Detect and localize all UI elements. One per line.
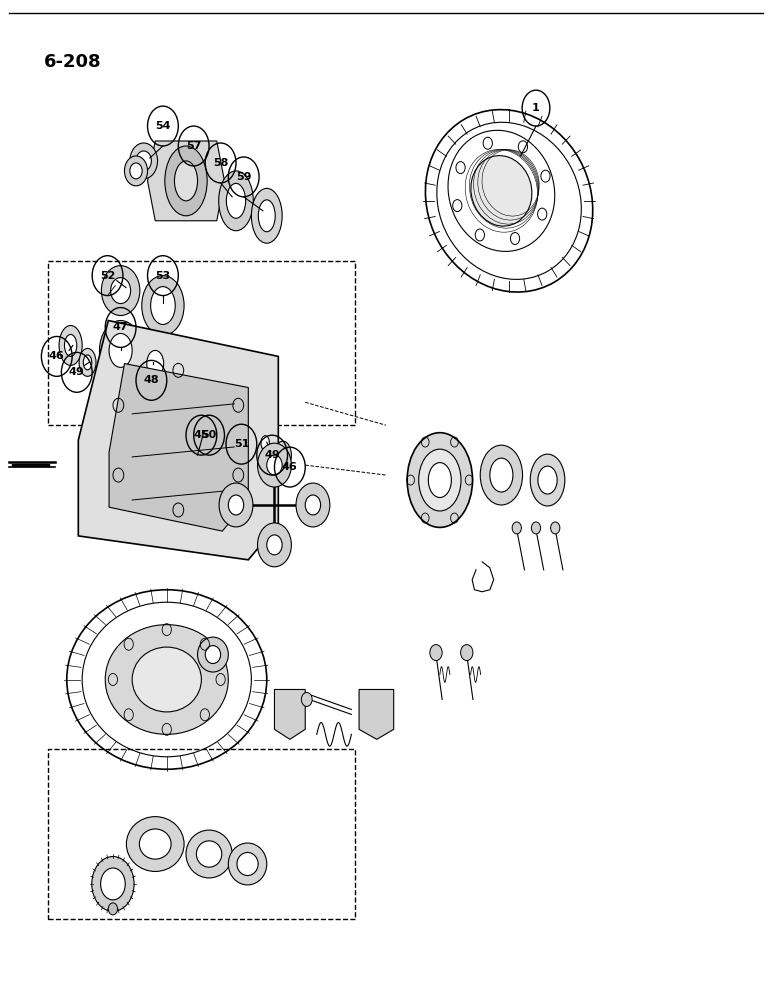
Text: 59: 59 bbox=[236, 172, 252, 182]
Ellipse shape bbox=[127, 817, 184, 871]
Ellipse shape bbox=[428, 463, 452, 498]
Ellipse shape bbox=[59, 325, 82, 365]
Text: 58: 58 bbox=[213, 158, 229, 168]
Ellipse shape bbox=[471, 156, 532, 226]
Circle shape bbox=[305, 495, 320, 515]
Circle shape bbox=[108, 903, 117, 915]
Bar bbox=[48, 261, 355, 425]
Ellipse shape bbox=[237, 852, 258, 876]
Circle shape bbox=[130, 163, 142, 179]
Circle shape bbox=[136, 151, 151, 171]
Ellipse shape bbox=[198, 637, 229, 672]
Ellipse shape bbox=[226, 183, 245, 218]
Circle shape bbox=[124, 156, 147, 186]
Ellipse shape bbox=[79, 348, 96, 376]
Ellipse shape bbox=[205, 646, 221, 664]
Circle shape bbox=[512, 522, 521, 534]
Ellipse shape bbox=[261, 436, 269, 451]
Ellipse shape bbox=[490, 458, 513, 492]
Polygon shape bbox=[78, 321, 279, 560]
Text: 47: 47 bbox=[113, 322, 128, 332]
Ellipse shape bbox=[140, 341, 171, 386]
Text: 54: 54 bbox=[155, 121, 171, 131]
Circle shape bbox=[130, 143, 157, 179]
Ellipse shape bbox=[151, 287, 175, 324]
Ellipse shape bbox=[105, 625, 229, 734]
Ellipse shape bbox=[200, 398, 231, 446]
Circle shape bbox=[430, 645, 442, 661]
Text: 1: 1 bbox=[532, 103, 540, 113]
Text: 46: 46 bbox=[282, 462, 298, 472]
Text: 49: 49 bbox=[264, 450, 280, 460]
Circle shape bbox=[267, 535, 282, 555]
Ellipse shape bbox=[100, 320, 142, 380]
Ellipse shape bbox=[407, 433, 472, 527]
Bar bbox=[48, 749, 355, 919]
Ellipse shape bbox=[92, 857, 134, 911]
Circle shape bbox=[301, 692, 312, 706]
Text: 50: 50 bbox=[201, 430, 217, 440]
Circle shape bbox=[296, 483, 330, 527]
Polygon shape bbox=[359, 689, 394, 739]
Text: 57: 57 bbox=[186, 141, 201, 151]
Ellipse shape bbox=[229, 413, 252, 451]
Ellipse shape bbox=[252, 188, 282, 243]
Ellipse shape bbox=[186, 830, 232, 878]
Circle shape bbox=[531, 522, 540, 534]
Ellipse shape bbox=[538, 466, 557, 494]
Ellipse shape bbox=[174, 161, 198, 201]
Text: 49: 49 bbox=[69, 367, 85, 377]
Text: 53: 53 bbox=[155, 271, 171, 281]
Ellipse shape bbox=[207, 408, 224, 436]
Ellipse shape bbox=[279, 448, 287, 462]
Ellipse shape bbox=[109, 333, 132, 367]
Ellipse shape bbox=[132, 647, 201, 712]
Ellipse shape bbox=[100, 868, 125, 900]
Ellipse shape bbox=[257, 429, 274, 457]
Text: 6-208: 6-208 bbox=[44, 53, 101, 71]
Polygon shape bbox=[109, 364, 249, 531]
Text: 51: 51 bbox=[234, 439, 249, 449]
Ellipse shape bbox=[259, 200, 276, 232]
Ellipse shape bbox=[147, 350, 164, 376]
Polygon shape bbox=[147, 141, 225, 221]
Circle shape bbox=[110, 278, 130, 304]
Ellipse shape bbox=[165, 146, 207, 216]
Circle shape bbox=[461, 645, 473, 661]
Circle shape bbox=[258, 443, 291, 487]
Circle shape bbox=[101, 266, 140, 316]
Ellipse shape bbox=[418, 449, 461, 511]
Ellipse shape bbox=[275, 441, 291, 469]
Ellipse shape bbox=[218, 171, 253, 231]
Ellipse shape bbox=[530, 454, 565, 506]
Ellipse shape bbox=[65, 334, 76, 356]
Circle shape bbox=[258, 523, 291, 567]
Ellipse shape bbox=[83, 355, 92, 370]
Circle shape bbox=[219, 483, 253, 527]
Circle shape bbox=[229, 495, 244, 515]
Ellipse shape bbox=[196, 841, 222, 867]
Circle shape bbox=[550, 522, 560, 534]
Text: 46: 46 bbox=[49, 351, 65, 361]
Text: 52: 52 bbox=[100, 271, 115, 281]
Ellipse shape bbox=[142, 276, 184, 335]
Ellipse shape bbox=[140, 829, 171, 859]
Circle shape bbox=[267, 455, 282, 475]
Text: 45: 45 bbox=[194, 430, 209, 440]
Ellipse shape bbox=[229, 843, 267, 885]
Polygon shape bbox=[275, 689, 305, 739]
Text: 48: 48 bbox=[144, 375, 159, 385]
Ellipse shape bbox=[480, 445, 523, 505]
Ellipse shape bbox=[234, 422, 246, 442]
